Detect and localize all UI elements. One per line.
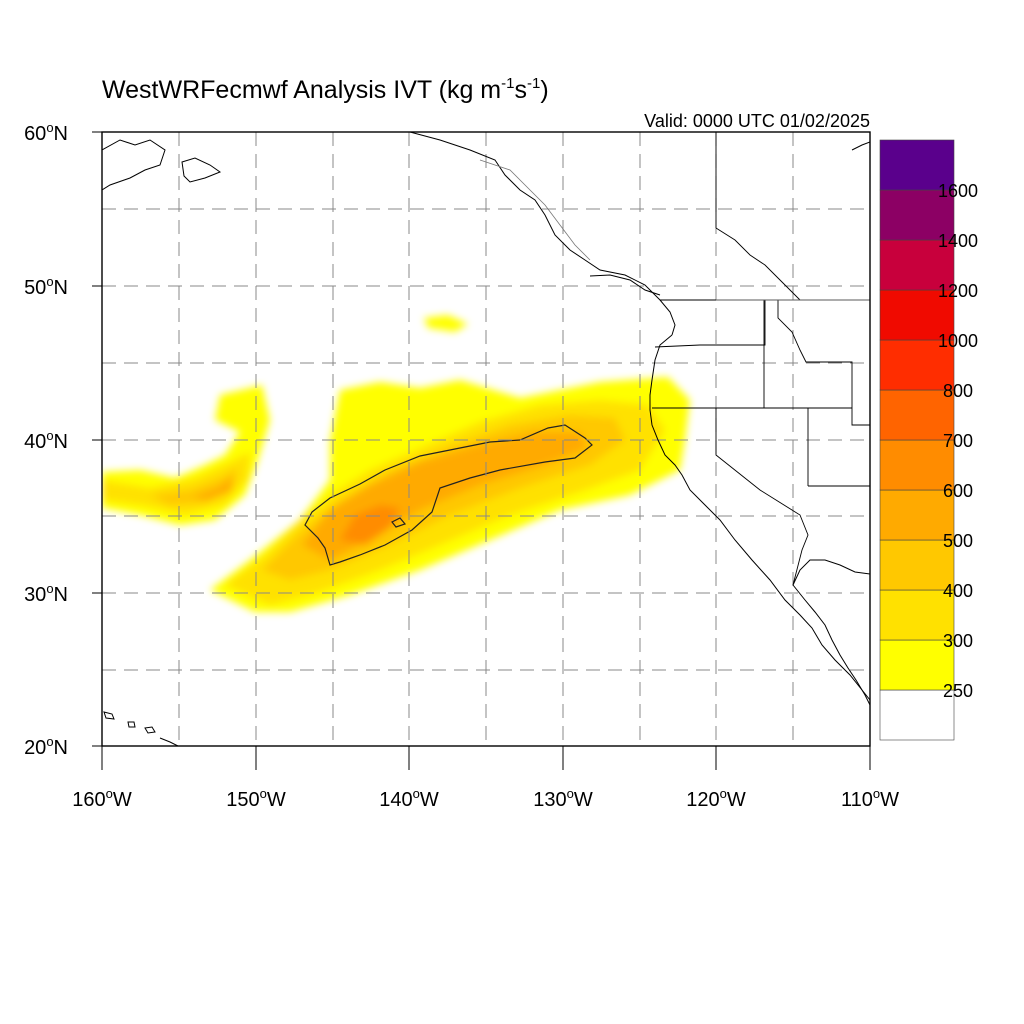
colorbar-label: 250 [943, 681, 973, 701]
ivt-600-contour [304, 424, 593, 566]
colorbar-label: 500 [943, 531, 973, 551]
ivt-shading [102, 315, 690, 612]
ivt-600-region [340, 505, 400, 545]
colorbar-label: 1000 [938, 331, 978, 351]
colorbar-label: 1200 [938, 281, 978, 301]
colorbar-label: 1400 [938, 231, 978, 251]
colorbar-box [879, 639, 955, 691]
lon-label-150w: 150oW [226, 786, 286, 811]
lon-label-110w: 110oW [841, 786, 899, 811]
lon-label-130w: 130oW [533, 786, 593, 811]
colorbar-box [879, 439, 955, 491]
colorbar-label: 300 [943, 631, 973, 651]
colorbar-box [879, 289, 955, 341]
colorbar-box [879, 539, 955, 591]
colorbar-label: 800 [943, 381, 973, 401]
colorbar-box [879, 689, 955, 741]
map-frame [101, 131, 871, 747]
ivt-300-region-west [102, 452, 250, 515]
longitude-labels: 160oW 150oW 140oW 130oW 120oW 110oW [72, 786, 899, 811]
lat-label-50n: 50oN [24, 274, 68, 299]
lat-label-30n: 30oN [24, 581, 68, 606]
coastlines [102, 132, 870, 746]
colorbar: 250 300 400 500 600 700 800 1000 1200 1400 1600 [879, 139, 978, 741]
colorbar-box [879, 339, 955, 391]
axis-ticks [92, 131, 871, 770]
colorbar-box [879, 189, 955, 241]
latitude-labels: 60oN 50oN 40oN 30oN 20oN [24, 120, 68, 759]
map-panel [102, 132, 870, 746]
plot-title: WestWRFecmwf Analysis IVT (kg m-1s-1) [102, 75, 549, 104]
lon-label-120w: 120oW [686, 786, 746, 811]
colorbar-label: 700 [943, 431, 973, 451]
colorbar-box [879, 239, 955, 291]
colorbar-label: 400 [943, 581, 973, 601]
ivt-500-region-west [192, 476, 234, 500]
colorbar-label: 1600 [938, 181, 978, 201]
lat-label-20n: 20oN [24, 734, 68, 759]
colorbar-label: 600 [943, 481, 973, 501]
minor-boundaries [479, 159, 870, 301]
lat-label-60n: 60oN [24, 120, 68, 145]
lon-label-160w: 160oW [72, 786, 132, 811]
colorbar-box [879, 589, 955, 641]
valid-time-label: Valid: 0000 UTC 01/02/2025 [644, 111, 870, 131]
ivt-250-region-north [424, 315, 468, 332]
colorbar-box [879, 389, 955, 441]
colorbar-box [879, 139, 955, 191]
lon-label-140w: 140oW [379, 786, 439, 811]
lat-label-40n: 40oN [24, 428, 68, 453]
colorbar-box [879, 489, 955, 541]
graticule [102, 132, 870, 746]
